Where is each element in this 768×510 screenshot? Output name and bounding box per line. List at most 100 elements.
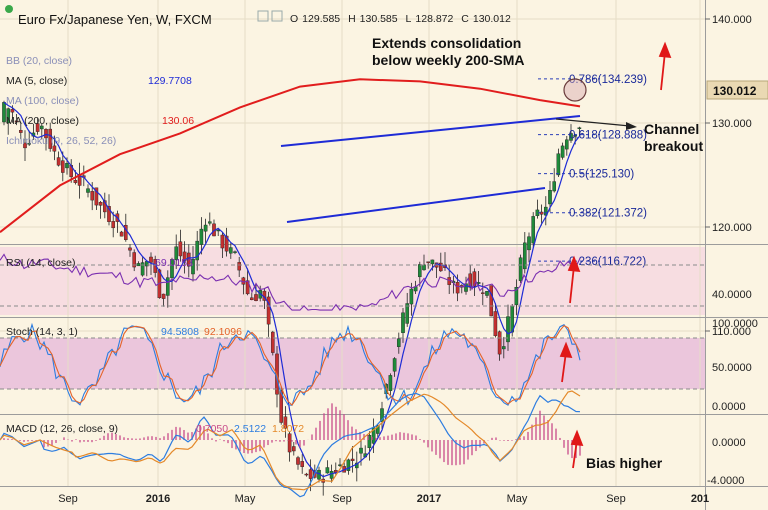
candle-body bbox=[304, 473, 309, 476]
macd-axis-label: 0.0000 bbox=[712, 437, 746, 449]
candle-body bbox=[228, 247, 233, 254]
stoch-d-line bbox=[0, 325, 581, 406]
candle-body bbox=[174, 246, 179, 261]
candle-body bbox=[502, 346, 506, 350]
candle-body bbox=[367, 435, 372, 449]
candle-body bbox=[199, 228, 204, 245]
macd-legend-hist: 0.7050 bbox=[196, 423, 228, 435]
candle-body bbox=[254, 294, 258, 302]
candle-body bbox=[430, 259, 435, 265]
fib-label: 0.5(125.130) bbox=[569, 169, 634, 181]
fib-label: 0.236(116.722) bbox=[569, 256, 646, 268]
stoch-legend-label: Stoch (14, 3, 1) bbox=[6, 326, 78, 338]
candle-body bbox=[544, 206, 548, 216]
time-axis-label: Sep bbox=[606, 493, 626, 505]
stoch-axis-label: 100.0000 bbox=[712, 318, 758, 330]
stoch-legend-d: 92.1096 bbox=[204, 326, 242, 338]
candle-body bbox=[23, 142, 27, 149]
time-axis-label: May bbox=[235, 493, 256, 505]
candle-body bbox=[376, 425, 380, 434]
candle-body bbox=[220, 234, 225, 249]
candle-body bbox=[426, 261, 431, 263]
candle-body bbox=[35, 123, 40, 132]
indicator-legend-label: Ichimoku (9, 26, 52, 26) bbox=[6, 135, 116, 147]
candle-body bbox=[140, 262, 145, 276]
candle-body bbox=[447, 277, 452, 285]
annotation-breakout-line1: Channel bbox=[644, 121, 699, 137]
candle-body bbox=[569, 133, 573, 141]
candle-body bbox=[325, 467, 330, 474]
candle-body bbox=[86, 188, 90, 193]
time-axis-label: 201 bbox=[691, 493, 709, 505]
status-dot-icon bbox=[5, 5, 13, 13]
price-axis: 140.000 130.000 120.000 110.000 bbox=[705, 14, 752, 338]
candle-body bbox=[245, 280, 250, 295]
candle-body bbox=[98, 201, 103, 206]
candle-body bbox=[19, 130, 23, 133]
time-axis: Sep 2016 May Sep 2017 May Sep 201 bbox=[58, 493, 709, 505]
time-axis-label: Sep bbox=[58, 493, 78, 505]
sub-indicator-legends: RSI (14, close) 69.0153 Stoch (14, 3, 1) 94… bbox=[6, 257, 304, 435]
candle-body bbox=[107, 206, 111, 222]
candle-body bbox=[548, 190, 552, 205]
candle-body bbox=[136, 263, 141, 267]
candle-body bbox=[132, 252, 137, 268]
candle-body bbox=[237, 262, 242, 271]
candle-body bbox=[61, 160, 65, 173]
indicator-legend-label: MA (5, close) bbox=[6, 75, 67, 87]
candle-body bbox=[346, 459, 351, 471]
candle-body bbox=[14, 120, 19, 123]
candle-body bbox=[392, 358, 397, 372]
candle-body bbox=[10, 108, 15, 113]
candle-body bbox=[73, 180, 78, 183]
indicator-legend-label: BB (20, close) bbox=[6, 55, 72, 67]
stoch-legend-k: 94.5808 bbox=[161, 326, 199, 338]
rsi-band bbox=[0, 247, 705, 315]
rsi-legend-label: RSI (14, close) bbox=[6, 257, 75, 269]
candle-body bbox=[439, 262, 443, 272]
settings-icon[interactable] bbox=[257, 10, 269, 22]
rsi-line bbox=[0, 253, 581, 311]
rsi-panel bbox=[0, 253, 705, 311]
candle-body bbox=[216, 229, 221, 232]
macd-panel bbox=[0, 390, 581, 498]
candle-body bbox=[472, 271, 477, 287]
candle-body bbox=[292, 446, 296, 452]
last-price-badge: 130.012 bbox=[706, 80, 768, 100]
candle-body bbox=[300, 461, 305, 467]
candle-body bbox=[565, 139, 569, 150]
candle-body bbox=[2, 102, 6, 123]
candle-body bbox=[56, 157, 61, 166]
svg-text:130.012: 130.012 bbox=[713, 84, 757, 98]
candle-body bbox=[111, 221, 115, 229]
annotation-bias: Bias higher bbox=[586, 455, 663, 471]
price-axis-label: 110.000 bbox=[712, 326, 751, 338]
instrument-title[interactable]: Euro Fx/Japanese Yen, W, FXCM bbox=[18, 12, 212, 27]
candle-body bbox=[191, 258, 195, 275]
candle-body bbox=[514, 287, 519, 306]
candle-body bbox=[493, 311, 498, 337]
stoch-axis-label: 0.0000 bbox=[712, 401, 746, 413]
header-buttons[interactable] bbox=[257, 10, 283, 22]
candle-body bbox=[359, 447, 363, 454]
candle-body bbox=[224, 235, 229, 252]
indicator-legend-label: MA (100, close) bbox=[6, 95, 79, 107]
indicator-axes: 40.0000 100.0000 50.0000 0.0000 0.0000 -4.000… bbox=[707, 289, 758, 487]
candle-body bbox=[397, 338, 401, 347]
candle-body bbox=[94, 187, 99, 206]
candle-body bbox=[485, 291, 489, 296]
candle-body bbox=[203, 224, 208, 232]
candle-body bbox=[52, 145, 57, 152]
stoch-band bbox=[0, 338, 705, 389]
candle-body bbox=[577, 127, 582, 129]
candle-body bbox=[481, 292, 485, 294]
hide-icon[interactable] bbox=[271, 10, 283, 22]
candle-body bbox=[266, 296, 271, 325]
candle-body bbox=[556, 153, 561, 176]
candle-body bbox=[418, 264, 422, 278]
candle-body bbox=[489, 285, 494, 317]
candle-body bbox=[48, 128, 52, 149]
candle-body bbox=[283, 416, 288, 429]
